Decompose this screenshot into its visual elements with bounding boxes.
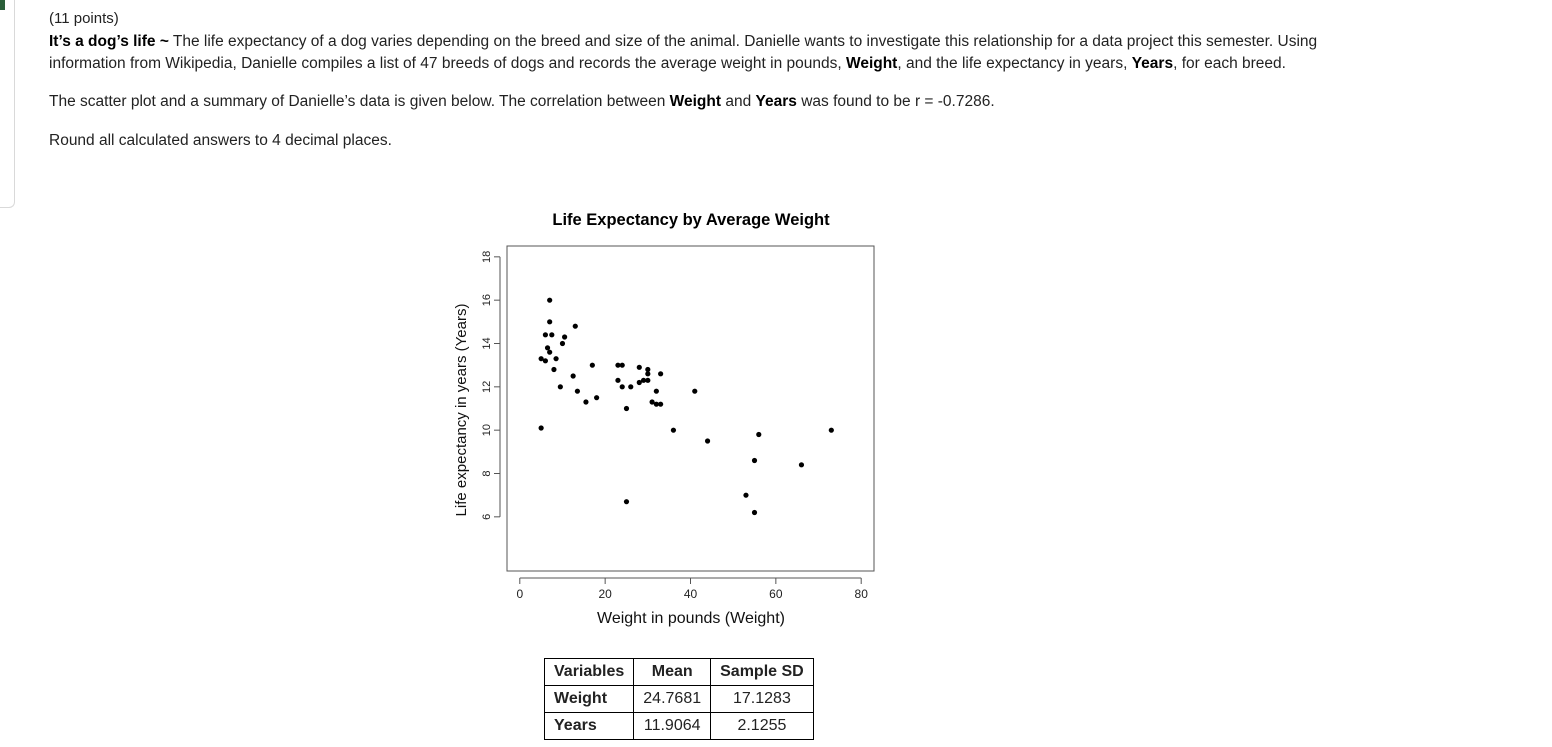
x-tick-label: 80 <box>855 587 869 601</box>
data-point <box>544 345 551 351</box>
x-tick-label: 0 <box>516 587 523 601</box>
data-point <box>640 377 647 383</box>
data-point <box>623 499 630 505</box>
data-point <box>756 431 762 438</box>
data-point <box>538 425 544 431</box>
data-point <box>547 297 553 303</box>
rounding-instruction: Round all calculated answers to 4 decima… <box>49 132 392 149</box>
row-mean: 11.9064 <box>633 712 712 740</box>
y-tick-label: 16 <box>481 294 493 306</box>
y-axis: 6 8 10 12 14 16 18 <box>481 251 501 520</box>
table-row: Weight 24.7681 17.1283 <box>543 685 814 713</box>
data-point <box>615 377 621 383</box>
intro-text-a: The life expectancy of a dog varies depe… <box>49 33 1318 72</box>
data-point <box>692 388 698 394</box>
data-point <box>636 379 642 386</box>
points-label: (11 points) <box>49 10 119 27</box>
data-point <box>583 399 589 405</box>
data-point <box>658 371 664 377</box>
data-point <box>743 492 749 498</box>
row-name: Weight <box>543 685 635 713</box>
data-point <box>559 340 566 347</box>
y-tick-label: 14 <box>481 337 493 349</box>
data-point <box>798 462 805 468</box>
summary-paragraph: The scatter plot and a summary of Daniel… <box>49 91 1319 113</box>
data-point <box>645 366 651 373</box>
data-point <box>547 319 553 325</box>
data-point <box>704 438 711 444</box>
row-sd: 2.1255 <box>710 712 814 740</box>
x-tick-label: 60 <box>769 587 783 601</box>
data-point <box>623 405 630 412</box>
data-point <box>542 332 549 338</box>
intro-text-c: , for each breed. <box>1173 55 1286 72</box>
weight-variable: Weight <box>845 55 898 72</box>
data-point <box>649 399 655 405</box>
intro-paragraph: It’s a dog’s life ~ The life expectancy … <box>49 31 1319 75</box>
x-tick-label: 40 <box>684 587 698 601</box>
data-point <box>542 358 549 364</box>
data-point <box>653 388 659 394</box>
row-sd: 17.1283 <box>710 685 814 713</box>
summary-text-b: was found to be r = -0.7286. <box>796 93 995 110</box>
data-points <box>538 297 834 516</box>
x-tick-label: 20 <box>598 587 612 601</box>
data-point <box>562 334 568 340</box>
y-tick-label: 12 <box>481 381 493 393</box>
summary-weight: Weight <box>669 93 722 110</box>
table-header-row: Variables Mean Sample SD <box>543 658 814 686</box>
left-panel-edge <box>0 0 15 208</box>
data-point <box>594 395 600 401</box>
data-point <box>636 364 642 370</box>
y-tick-label: 18 <box>481 251 493 263</box>
row-mean: 24.7681 <box>633 685 712 713</box>
data-point <box>828 427 834 433</box>
header-mean: Mean <box>633 658 712 686</box>
header-variables: Variables <box>543 658 635 686</box>
scatter-plot: Life Expectancy by Average Weight 6 8 10 12… <box>453 211 875 627</box>
data-point <box>653 401 659 407</box>
data-point <box>628 384 634 390</box>
summary-and: and <box>721 93 756 110</box>
x-axis-label: Weight in pounds (Weight) <box>597 610 785 627</box>
header-sample-sd: Sample SD <box>710 658 814 686</box>
x-axis: 0 20 40 60 80 <box>516 577 869 601</box>
data-point <box>574 388 581 394</box>
data-point <box>570 373 576 379</box>
data-point <box>549 332 555 338</box>
intro-text-b: , and the life expectancy in years, <box>897 55 1132 72</box>
data-point <box>538 356 544 362</box>
plot-frame <box>506 245 875 572</box>
y-tick-label: 10 <box>481 424 493 436</box>
data-point <box>619 384 625 390</box>
data-point <box>557 384 563 390</box>
data-point <box>615 362 621 368</box>
data-point <box>551 366 557 373</box>
data-point <box>751 457 758 464</box>
years-variable: Years <box>1131 55 1174 72</box>
table-row: Years 11.9064 2.1255 <box>543 712 814 740</box>
y-tick-label: 8 <box>481 470 493 476</box>
summary-text-a: The scatter plot and a summary of Daniel… <box>49 93 670 110</box>
y-axis-label: Life expectancy in years (Years) <box>453 304 470 517</box>
question-content: (11 points) It’s a dog’s life ~ The life… <box>49 8 1319 152</box>
data-point <box>547 349 553 355</box>
data-point <box>751 509 758 516</box>
data-point <box>619 362 625 368</box>
chart-title: Life Expectancy by Average Weight <box>552 211 830 229</box>
data-point <box>658 401 664 407</box>
data-point <box>572 323 578 329</box>
row-name: Years <box>543 712 635 740</box>
summary-years: Years <box>755 93 797 110</box>
panel-marker <box>0 0 5 10</box>
data-point <box>645 377 651 383</box>
data-point <box>589 362 595 368</box>
question-title: It’s a dog’s life ~ <box>49 33 169 50</box>
data-point <box>645 371 651 377</box>
data-point <box>553 356 559 362</box>
data-point <box>670 427 677 433</box>
summary-table: Variables Mean Sample SD Weight 24.7681 … <box>543 658 814 740</box>
y-tick-label: 6 <box>481 514 493 520</box>
